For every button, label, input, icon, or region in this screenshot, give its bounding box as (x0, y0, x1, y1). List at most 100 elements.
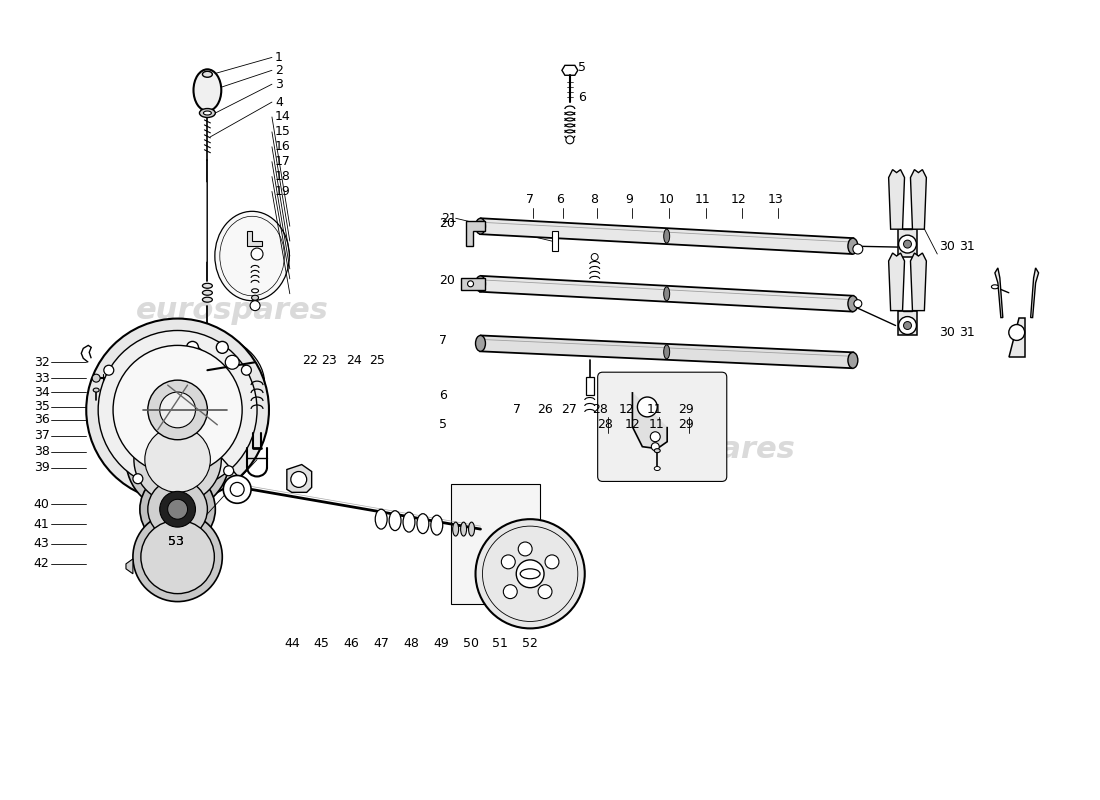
Text: 7: 7 (439, 334, 447, 347)
Circle shape (145, 427, 210, 492)
Ellipse shape (252, 289, 258, 293)
Text: 31: 31 (959, 239, 975, 253)
Ellipse shape (199, 109, 216, 118)
Ellipse shape (475, 218, 485, 234)
Text: 24: 24 (346, 354, 362, 366)
Circle shape (230, 482, 244, 496)
Ellipse shape (146, 333, 265, 428)
Bar (552, 231, 558, 251)
Text: eurospares: eurospares (135, 296, 329, 325)
Text: 31: 31 (959, 326, 975, 339)
Polygon shape (994, 268, 1003, 318)
Circle shape (251, 248, 263, 260)
Text: 30: 30 (939, 326, 955, 339)
Ellipse shape (991, 285, 999, 289)
Circle shape (223, 475, 251, 503)
Text: 3: 3 (275, 78, 283, 90)
Text: 49: 49 (433, 637, 449, 650)
Ellipse shape (202, 290, 212, 295)
Ellipse shape (654, 449, 660, 453)
Ellipse shape (202, 283, 212, 288)
Ellipse shape (475, 276, 485, 292)
Text: 11: 11 (647, 403, 662, 417)
Circle shape (133, 512, 222, 602)
Circle shape (565, 136, 574, 144)
Text: 42: 42 (34, 558, 50, 570)
Circle shape (544, 555, 559, 569)
Circle shape (134, 416, 221, 503)
Text: 6: 6 (556, 193, 564, 206)
Text: 43: 43 (34, 538, 50, 550)
Ellipse shape (94, 388, 99, 392)
Text: 51: 51 (493, 637, 508, 650)
Text: 12: 12 (730, 193, 747, 206)
Circle shape (226, 355, 239, 370)
Polygon shape (1009, 318, 1025, 358)
Circle shape (637, 397, 658, 417)
Ellipse shape (453, 522, 459, 536)
Text: 4: 4 (275, 95, 283, 109)
Text: 53: 53 (167, 534, 184, 547)
Text: eurospares: eurospares (603, 435, 795, 464)
Polygon shape (898, 310, 917, 335)
Circle shape (651, 442, 659, 450)
Text: 52: 52 (522, 637, 538, 650)
Polygon shape (911, 253, 926, 310)
Text: 6: 6 (439, 389, 447, 402)
Text: 26: 26 (537, 403, 553, 417)
Circle shape (518, 542, 532, 556)
Circle shape (147, 479, 208, 539)
Circle shape (98, 330, 257, 490)
Text: 32: 32 (34, 356, 50, 369)
Circle shape (538, 585, 552, 598)
Polygon shape (911, 170, 926, 229)
Circle shape (1009, 325, 1025, 341)
Circle shape (141, 520, 214, 594)
Text: 1: 1 (275, 51, 283, 64)
Circle shape (167, 499, 187, 519)
Text: 14: 14 (275, 110, 290, 123)
Circle shape (113, 346, 242, 474)
Circle shape (160, 392, 196, 428)
Circle shape (475, 519, 585, 629)
Circle shape (126, 408, 229, 511)
Text: eurospares: eurospares (135, 296, 329, 325)
Polygon shape (1031, 268, 1038, 318)
Ellipse shape (848, 238, 858, 254)
Ellipse shape (663, 345, 670, 358)
Text: 22: 22 (301, 354, 318, 366)
Polygon shape (248, 231, 262, 246)
Text: 19: 19 (275, 185, 290, 198)
Text: 16: 16 (275, 140, 290, 154)
Text: 36: 36 (34, 414, 50, 426)
Text: 35: 35 (34, 401, 50, 414)
Circle shape (92, 374, 100, 382)
Circle shape (250, 301, 260, 310)
Circle shape (187, 342, 198, 354)
Text: 20: 20 (439, 217, 454, 230)
Text: 28: 28 (592, 403, 607, 417)
Text: 12: 12 (625, 418, 640, 431)
Circle shape (516, 560, 544, 588)
Ellipse shape (202, 71, 212, 78)
Text: 10: 10 (658, 193, 674, 206)
Polygon shape (465, 222, 485, 246)
Text: 37: 37 (34, 430, 50, 442)
Text: 34: 34 (34, 386, 50, 398)
Circle shape (591, 254, 598, 261)
Circle shape (241, 366, 252, 375)
Text: 9: 9 (626, 193, 634, 206)
Text: 45: 45 (314, 637, 330, 650)
Circle shape (854, 300, 861, 308)
Text: 25: 25 (370, 354, 385, 366)
Circle shape (502, 555, 515, 569)
Circle shape (103, 366, 113, 375)
Text: 27: 27 (561, 403, 576, 417)
Text: 53: 53 (167, 534, 184, 547)
Text: 6: 6 (578, 90, 585, 104)
Text: 11: 11 (648, 418, 664, 431)
Ellipse shape (403, 512, 415, 532)
Ellipse shape (204, 111, 211, 115)
Text: 5: 5 (578, 61, 586, 74)
Text: 12: 12 (618, 403, 635, 417)
